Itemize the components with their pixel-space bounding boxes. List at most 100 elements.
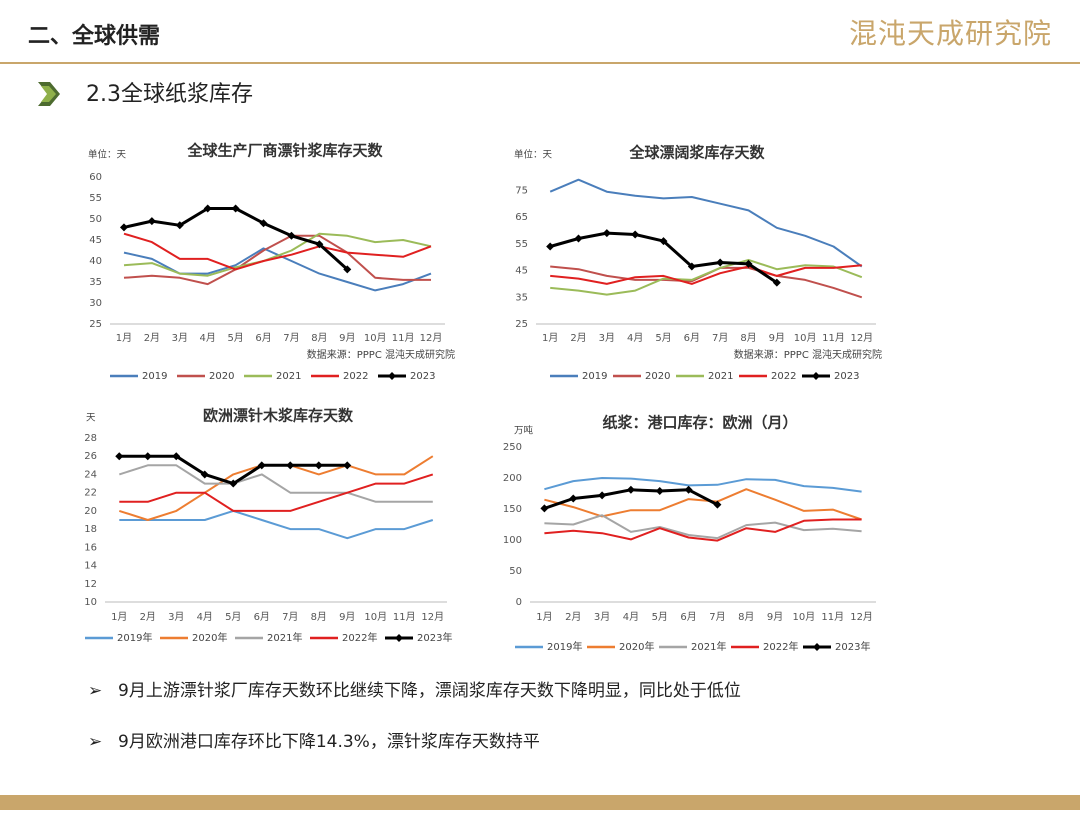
legend-label: 2022年 [763, 640, 798, 653]
series-marker [713, 500, 722, 509]
unit-label: 万吨 [514, 425, 534, 437]
y-tick-label: 75 [515, 185, 528, 196]
x-tick-label: 5月 [225, 611, 241, 623]
series-marker [744, 259, 753, 268]
series-marker [716, 258, 725, 267]
x-tick-label: 5月 [655, 332, 671, 344]
x-tick-label: 12月 [421, 611, 444, 623]
legend-marker [813, 643, 821, 651]
x-tick-label: 6月 [684, 332, 700, 344]
x-tick-label: 11月 [821, 611, 844, 623]
y-tick-label: 45 [89, 235, 102, 246]
series-marker [203, 204, 212, 213]
series-line [123, 232, 432, 271]
legend-label: 2023 [410, 371, 435, 382]
x-tick-label: 6月 [255, 332, 271, 344]
series-marker [315, 240, 324, 249]
y-tick-label: 18 [84, 524, 97, 535]
legend-label: 2021 [708, 371, 733, 382]
legend-label: 2021年 [267, 631, 302, 644]
x-tick-label: 10月 [364, 332, 387, 344]
y-tick-label: 35 [89, 277, 102, 288]
x-tick-label: 10月 [793, 611, 816, 623]
x-tick-label: 10月 [364, 611, 387, 623]
x-tick-label: 8月 [311, 611, 327, 623]
x-tick-label: 2月 [144, 332, 160, 344]
legend-label: 2023年 [835, 640, 870, 653]
x-tick-label: 1月 [542, 332, 558, 344]
x-tick-label: 8月 [738, 611, 754, 623]
series-marker [569, 494, 578, 503]
series-marker [598, 491, 607, 500]
legend-label: 2019年 [117, 631, 152, 644]
chart-title: 全球漂阔浆库存天数 [628, 144, 765, 162]
x-tick-label: 4月 [197, 611, 213, 623]
y-tick-label: 25 [515, 319, 528, 330]
y-tick-label: 150 [503, 504, 522, 515]
series-marker [540, 504, 549, 513]
legend-label: 2022 [771, 371, 796, 382]
y-tick-label: 50 [509, 566, 522, 577]
x-tick-label: 9月 [339, 332, 355, 344]
series-marker [119, 223, 128, 232]
x-tick-label: 8月 [740, 332, 756, 344]
chart-title: 欧洲漂针木浆库存天数 [203, 407, 354, 425]
subtitle: 2.3全球纸浆库存 [86, 82, 253, 107]
x-tick-label: 5月 [227, 332, 243, 344]
series-line [549, 178, 863, 268]
y-tick-label: 10 [84, 597, 97, 608]
legend-label: 2020 [209, 371, 234, 382]
y-tick-label: 12 [84, 579, 97, 590]
legend-label: 2020年 [192, 631, 227, 644]
series-marker [200, 470, 209, 479]
y-tick-label: 16 [84, 542, 97, 553]
x-tick-label: 3月 [594, 611, 610, 623]
y-tick-label: 14 [84, 561, 97, 572]
x-tick-label: 4月 [627, 332, 643, 344]
y-tick-label: 250 [503, 442, 522, 453]
series-marker [772, 278, 781, 287]
x-tick-label: 2月 [570, 332, 586, 344]
x-tick-label: 7月 [282, 611, 298, 623]
x-tick-label: 9月 [767, 611, 783, 623]
legend-label: 2022 [343, 371, 368, 382]
legend-label: 2021年 [691, 640, 726, 653]
series-line [544, 514, 862, 540]
x-tick-label: 3月 [168, 611, 184, 623]
y-tick-label: 20 [84, 506, 97, 517]
series-marker [229, 479, 238, 488]
x-tick-label: 5月 [652, 611, 668, 623]
y-tick-label: 200 [503, 473, 522, 484]
bullet-icon: ➢ [88, 732, 102, 752]
legend-marker [388, 372, 396, 380]
series-marker [684, 485, 693, 494]
legend-label: 2023 [834, 371, 859, 382]
x-tick-label: 6月 [680, 611, 696, 623]
x-tick-label: 2月 [140, 611, 156, 623]
series-marker [287, 231, 296, 240]
series-line [123, 207, 349, 271]
series-marker [286, 461, 295, 470]
y-tick-label: 35 [515, 292, 528, 303]
x-tick-label: 4月 [623, 611, 639, 623]
series-marker [574, 234, 583, 243]
series-line [123, 234, 431, 286]
series-line [544, 518, 862, 542]
legend-label: 2023年 [417, 631, 452, 644]
series-marker [115, 452, 124, 461]
y-tick-label: 28 [84, 433, 97, 444]
x-tick-label: 11月 [822, 332, 845, 344]
series-marker [172, 452, 181, 461]
unit-label: 单位：天 [88, 149, 127, 161]
x-tick-label: 1月 [536, 611, 552, 623]
series-marker [343, 265, 352, 274]
y-tick-label: 24 [84, 469, 97, 480]
x-tick-label: 3月 [599, 332, 615, 344]
legend-label: 2019 [582, 371, 607, 382]
y-tick-label: 40 [89, 256, 102, 267]
series-marker [546, 242, 555, 251]
series-marker [343, 461, 352, 470]
legend-label: 2021 [276, 371, 301, 382]
x-tick-label: 9月 [769, 332, 785, 344]
source-note: 数据来源：PPPC 混沌天成研究院 [307, 348, 455, 361]
